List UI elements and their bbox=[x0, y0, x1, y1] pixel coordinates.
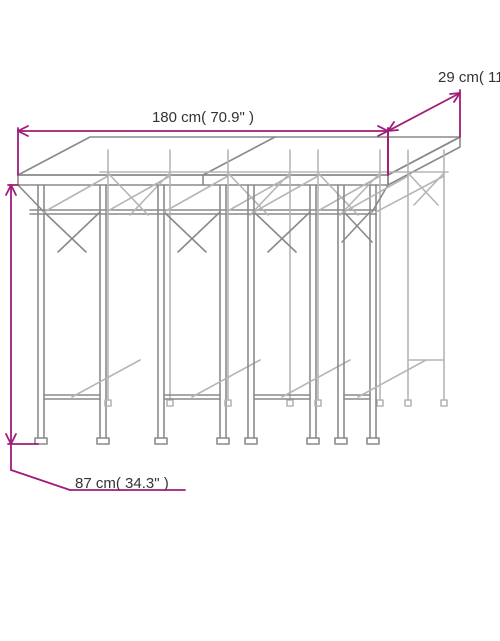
table-outline bbox=[18, 137, 460, 444]
leg-module-1 bbox=[18, 150, 173, 444]
leg-module-2 bbox=[155, 150, 293, 444]
label-width: 180 cm( 70.9" ) bbox=[152, 109, 254, 126]
dim-depth bbox=[388, 90, 460, 175]
label-depth: 29 cm( 11 bbox=[438, 69, 500, 86]
dimension-labels: 180 cm( 70.9" ) 29 cm( 11 87 cm( 34.3" ) bbox=[75, 69, 500, 492]
dimension-diagram: 180 cm( 70.9" ) 29 cm( 11 87 cm( 34.3" ) bbox=[0, 0, 500, 641]
leg-module-4 bbox=[335, 150, 447, 444]
dim-height bbox=[6, 185, 38, 470]
dimension-lines bbox=[6, 90, 460, 470]
dim-width bbox=[18, 126, 388, 175]
leg-module-3 bbox=[245, 150, 383, 444]
